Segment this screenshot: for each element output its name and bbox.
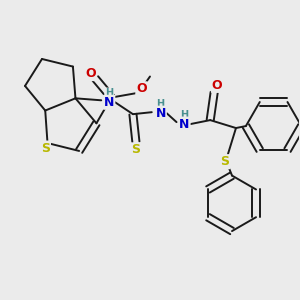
Text: S: S (41, 142, 50, 154)
Text: N: N (155, 107, 166, 120)
Text: H: H (157, 99, 165, 109)
Text: O: O (136, 82, 147, 95)
Text: H: H (105, 88, 113, 98)
Text: S: S (220, 155, 230, 168)
Text: N: N (179, 118, 190, 130)
Text: H: H (180, 110, 188, 120)
Text: O: O (85, 67, 96, 80)
Text: S: S (131, 143, 140, 156)
Text: O: O (212, 79, 223, 92)
Text: N: N (104, 96, 114, 109)
